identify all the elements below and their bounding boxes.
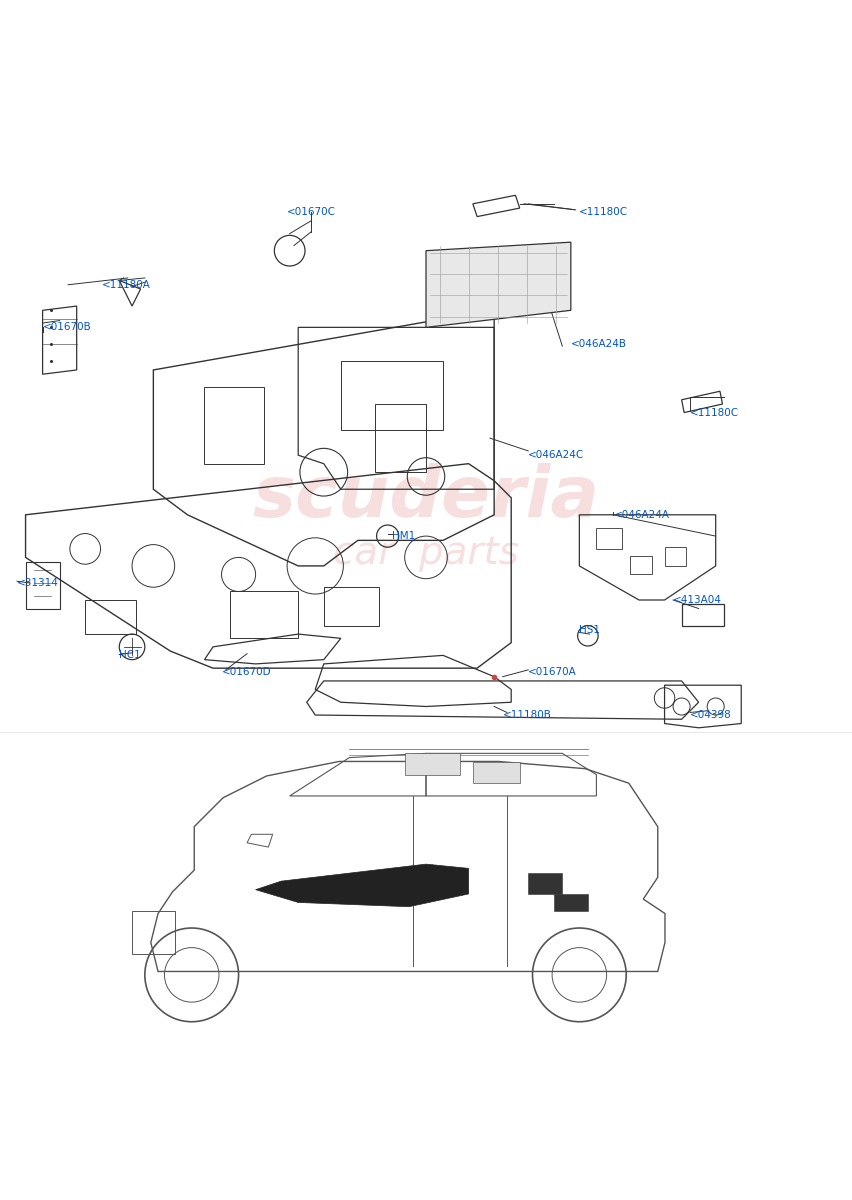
Bar xyxy=(665,547,686,566)
Polygon shape xyxy=(426,242,571,328)
Bar xyxy=(473,762,520,784)
Text: <046A24C: <046A24C xyxy=(528,450,584,460)
Bar xyxy=(132,911,175,954)
Text: HS1: HS1 xyxy=(579,625,601,635)
Bar xyxy=(554,894,588,911)
Text: <11180C: <11180C xyxy=(690,408,740,418)
Bar xyxy=(341,361,443,430)
Text: <413A04: <413A04 xyxy=(673,595,722,605)
Text: scuderia: scuderia xyxy=(252,463,600,533)
Bar xyxy=(85,600,136,634)
Text: <01670B: <01670B xyxy=(43,323,91,332)
Bar xyxy=(204,386,264,463)
Bar xyxy=(230,592,298,638)
Bar xyxy=(375,404,426,472)
Text: <04398: <04398 xyxy=(690,710,732,720)
Bar xyxy=(324,587,379,625)
Text: <31314: <31314 xyxy=(17,578,59,588)
Text: car  parts: car parts xyxy=(333,534,519,572)
Text: <11180C: <11180C xyxy=(579,208,629,217)
Bar xyxy=(528,872,562,894)
Text: <046A24B: <046A24B xyxy=(571,340,627,349)
Text: <01670C: <01670C xyxy=(286,208,336,217)
Bar xyxy=(596,528,622,548)
Bar xyxy=(630,556,652,575)
Text: <01670A: <01670A xyxy=(528,667,577,678)
Text: <046A24A: <046A24A xyxy=(613,510,670,520)
Polygon shape xyxy=(256,864,469,907)
Bar xyxy=(405,754,460,775)
Text: HC1: HC1 xyxy=(119,650,141,660)
Text: <11180B: <11180B xyxy=(503,710,551,720)
Text: <01670D: <01670D xyxy=(222,667,271,678)
Text: HM1: HM1 xyxy=(392,532,415,541)
Text: <11180A: <11180A xyxy=(102,280,151,289)
